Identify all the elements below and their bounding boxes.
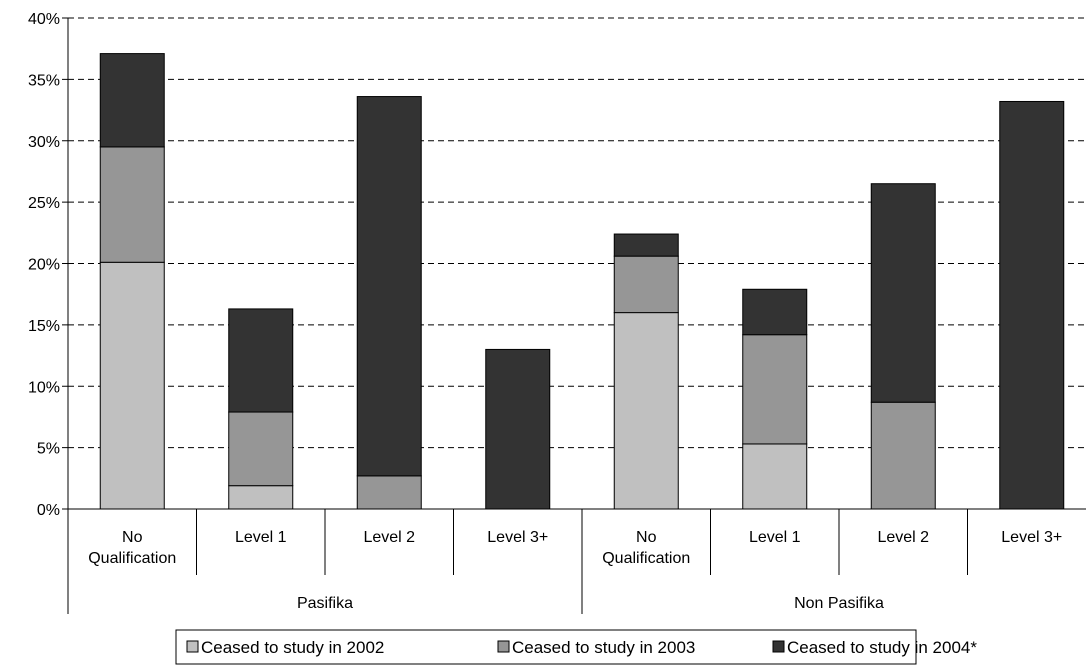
legend-swatch (497, 640, 510, 653)
group-label: Non Pasifika (794, 595, 884, 612)
y-axis-ticks: 0% 5% 10% 15% 20% 25% 30% 35% 40% (28, 11, 68, 519)
y-tick-label: 5% (37, 441, 60, 458)
legend-label: Ceased to study in 2003 (512, 638, 695, 657)
legend-box (175, 629, 917, 665)
bar-segment-1 (613, 312, 679, 510)
bar-segment-3 (613, 233, 679, 257)
bar-segment-3 (99, 53, 165, 148)
bar-segment-3 (228, 308, 294, 413)
x-category-label: Level 1 (749, 529, 801, 546)
y-tick-label: 35% (28, 72, 60, 89)
bar-segment-2 (356, 475, 422, 510)
y-tick-label: 15% (28, 318, 60, 335)
bar-segment-1 (742, 443, 808, 510)
legend-label: Ceased to study in 2002 (201, 638, 384, 657)
y-tick-label: 10% (28, 379, 60, 396)
x-category-label: Level 3+ (1001, 529, 1062, 546)
y-tick-label: 40% (28, 11, 60, 28)
bar-segment-3 (485, 348, 551, 510)
x-category-label: Level 1 (235, 529, 287, 546)
bar-segment-3 (999, 100, 1065, 510)
legend-swatch (772, 640, 785, 653)
bar-segment-2 (742, 334, 808, 445)
y-tick-label: 20% (28, 257, 60, 274)
legend-label: Ceased to study in 2004* (787, 638, 977, 657)
bar-segment-3 (356, 96, 422, 477)
axes (67, 18, 1086, 510)
legend-swatch (186, 640, 199, 653)
x-category-label: No Qualification (602, 529, 690, 567)
y-tick-label: 25% (28, 195, 60, 212)
x-category-label: Level 3+ (487, 529, 548, 546)
bar-segment-2 (613, 255, 679, 314)
x-category-label: No Qualification (88, 529, 176, 567)
y-tick-label: 30% (28, 134, 60, 151)
group-label: Pasifika (297, 595, 353, 612)
x-category-label: Level 2 (877, 529, 929, 546)
y-tick-label: 0% (37, 502, 60, 519)
x-category-label: Level 2 (363, 529, 415, 546)
bar-segment-2 (870, 401, 936, 510)
bar-segment-3 (870, 183, 936, 403)
bar-segment-1 (228, 485, 294, 510)
bar-segment-2 (99, 146, 165, 263)
bar-segment-1 (99, 261, 165, 510)
x-axis-categories: No Qualification Level 1 Level 2 Level 3+ No Q… (67, 509, 1062, 614)
legend: Ceased to study in 2002 Ceased to study i… (175, 629, 977, 665)
bars (99, 53, 1065, 510)
bar-segment-2 (228, 411, 294, 487)
bar-segment-3 (742, 288, 808, 336)
